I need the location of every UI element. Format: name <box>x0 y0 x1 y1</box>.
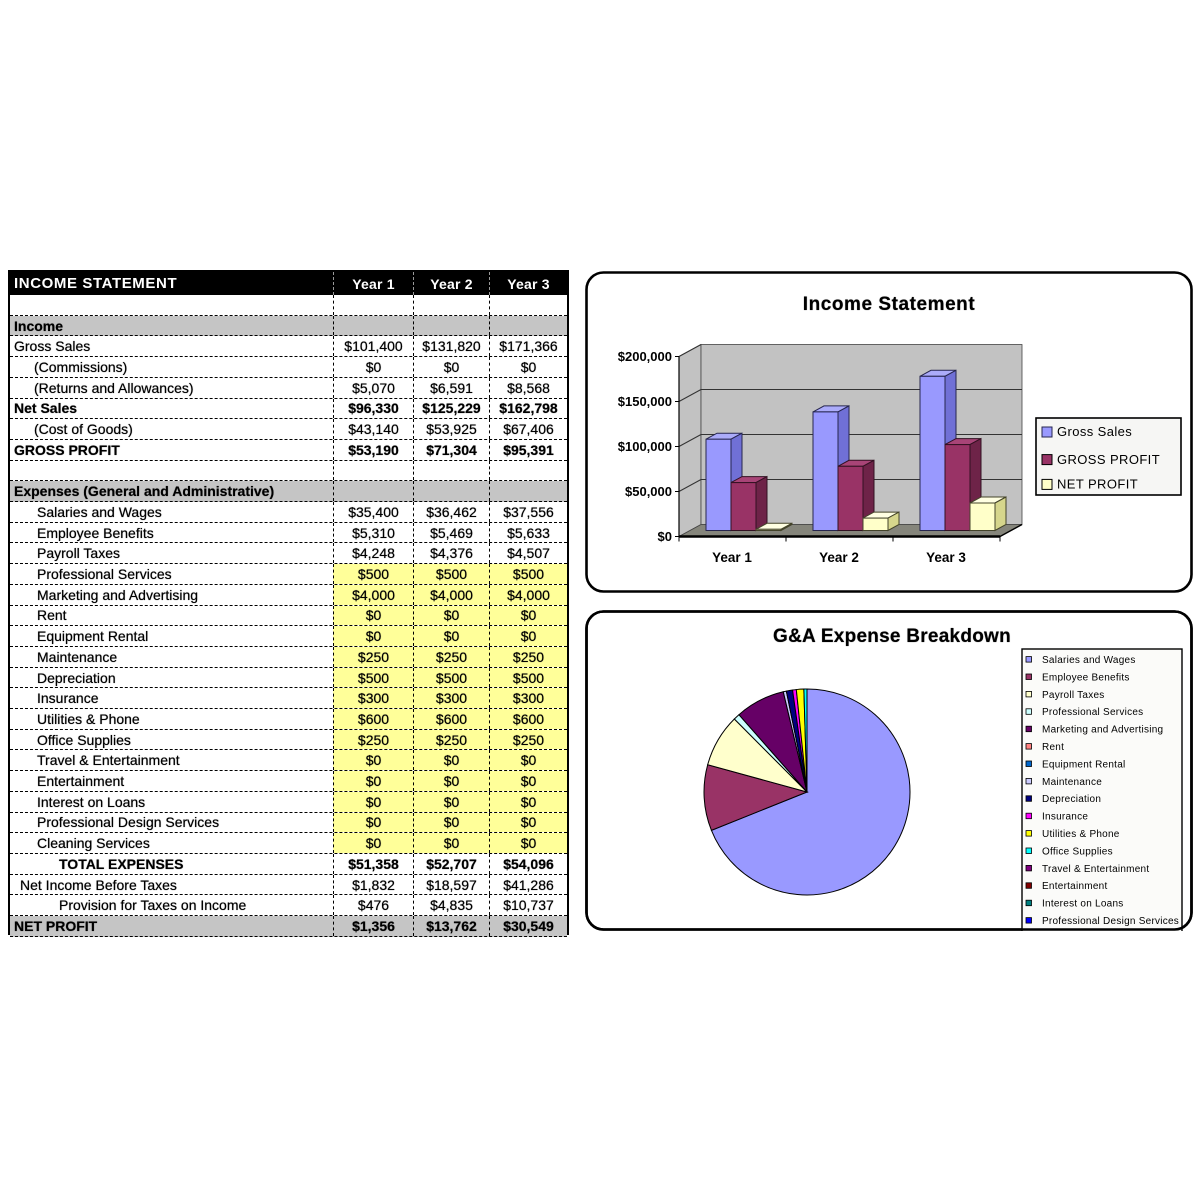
svg-text:Marketing and Advertising: Marketing and Advertising <box>1042 725 1163 736</box>
svg-text:Year 1: Year 1 <box>712 550 752 565</box>
svg-text:Income Statement: Income Statement <box>803 294 976 315</box>
svg-text:Depreciation: Depreciation <box>1042 794 1101 805</box>
svg-text:$150,000: $150,000 <box>618 394 672 409</box>
svg-text:NET PROFIT: NET PROFIT <box>1057 477 1138 492</box>
svg-text:Utilities & Phone: Utilities & Phone <box>1042 829 1120 840</box>
svg-text:Year 2: Year 2 <box>819 550 859 565</box>
svg-text:$50,000: $50,000 <box>625 484 672 499</box>
svg-text:GROSS PROFIT: GROSS PROFIT <box>1057 452 1160 467</box>
svg-text:Insurance: Insurance <box>1042 812 1088 823</box>
svg-text:Maintenance: Maintenance <box>1042 777 1102 788</box>
svg-text:G&A Expense Breakdown: G&A Expense Breakdown <box>773 626 1011 647</box>
svg-text:Equipment Rental: Equipment Rental <box>1042 759 1126 770</box>
svg-text:Professional Services: Professional Services <box>1042 707 1143 718</box>
svg-text:Employee Benefits: Employee Benefits <box>1042 672 1130 683</box>
svg-text:Interest on Loans: Interest on Loans <box>1042 899 1124 910</box>
svg-text:Rent: Rent <box>1042 742 1064 753</box>
svg-text:Travel & Entertainment: Travel & Entertainment <box>1042 864 1149 875</box>
svg-text:Year 3: Year 3 <box>926 550 966 565</box>
svg-text:Entertainment: Entertainment <box>1042 881 1108 892</box>
svg-text:$0: $0 <box>658 529 672 544</box>
svg-text:Salaries and Wages: Salaries and Wages <box>1042 655 1136 666</box>
svg-text:$200,000: $200,000 <box>618 349 672 364</box>
svg-text:Professional Design Services: Professional Design Services <box>1042 916 1179 927</box>
svg-text:$100,000: $100,000 <box>618 439 672 454</box>
svg-text:Office Supplies: Office Supplies <box>1042 846 1113 857</box>
svg-text:Gross Sales: Gross Sales <box>1057 424 1132 439</box>
svg-text:Payroll Taxes: Payroll Taxes <box>1042 690 1105 701</box>
